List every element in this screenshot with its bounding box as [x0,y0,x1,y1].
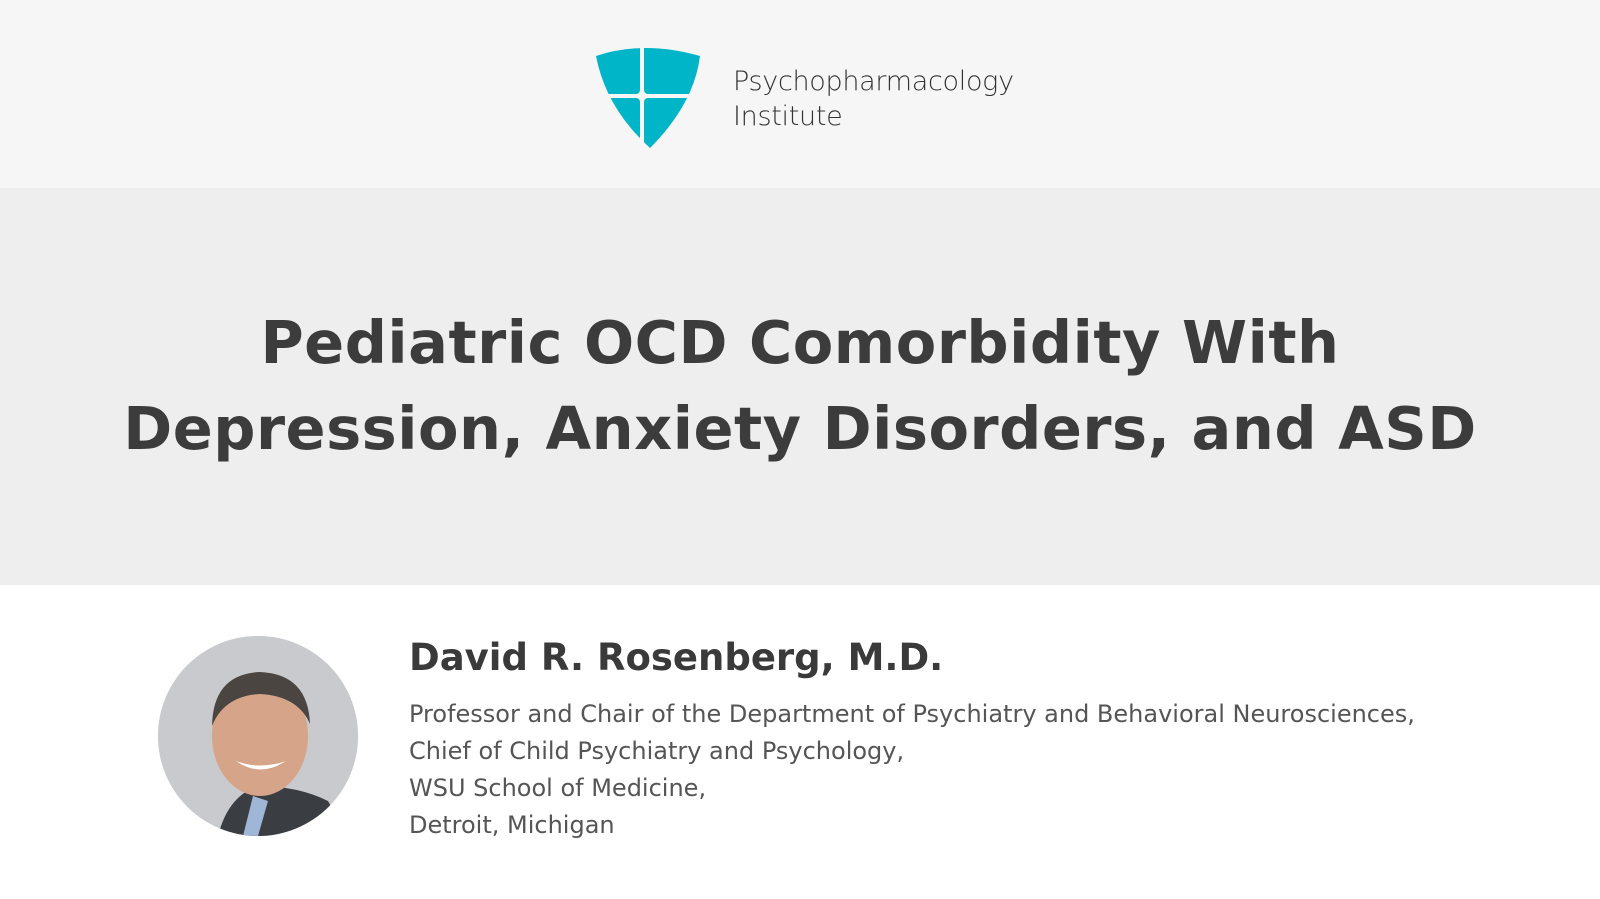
title-line-2: Depression, Anxiety Disorders, and ASD [123,394,1477,463]
avatar [158,636,358,836]
shield-cross-icon [596,48,700,148]
affiliation-line: WSU School of Medicine, [409,774,707,802]
brand-name: Psychopharmacology Institute [733,64,1014,134]
affiliation-line: Detroit, Michigan [409,811,615,839]
brand-line-2: Institute [733,101,843,132]
affiliation-line: Professor and Chair of the Department of… [409,700,1415,728]
speaker-name: David R. Rosenberg, M.D. [409,636,944,679]
header: Psychopharmacology Institute [0,0,1600,188]
affiliation-line: Chief of Child Psychiatry and Psychology… [409,737,905,765]
brand-line-1: Psychopharmacology [733,66,1014,97]
title-line-1: Pediatric OCD Comorbidity With [260,308,1340,377]
speaker-photo [158,636,358,836]
title-band [0,188,1600,585]
page-title: Pediatric OCD Comorbidity With Depressio… [0,300,1600,472]
speaker-affiliation: Professor and Chair of the Department of… [409,696,1415,844]
